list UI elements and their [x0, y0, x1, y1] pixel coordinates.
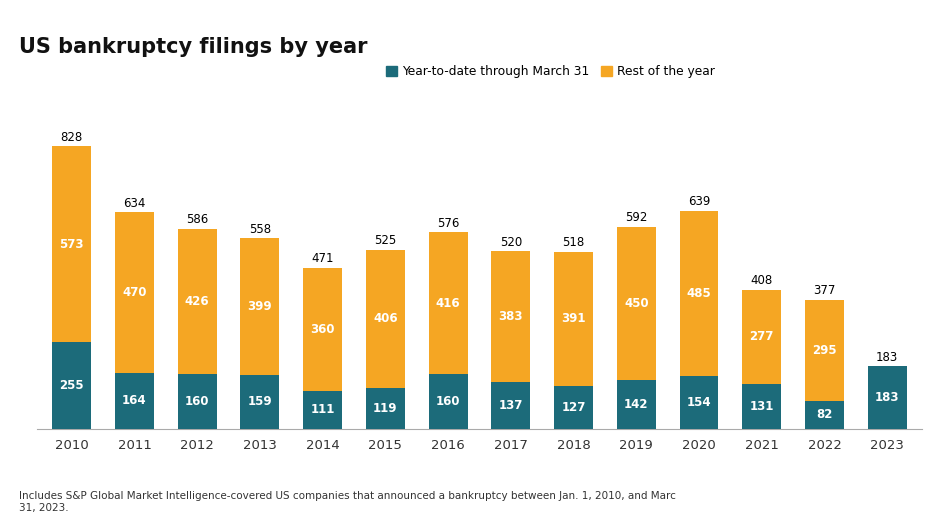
Text: 183: 183 [876, 350, 898, 363]
Bar [492, 252, 531, 382]
Bar [680, 211, 719, 376]
Text: 183: 183 [875, 391, 899, 404]
Bar [178, 229, 217, 374]
Bar [554, 385, 593, 429]
Bar [52, 146, 91, 342]
Text: 576: 576 [437, 217, 459, 230]
Text: 639: 639 [688, 195, 710, 208]
Text: 360: 360 [310, 323, 335, 336]
Text: 160: 160 [436, 395, 460, 408]
Text: 154: 154 [687, 396, 711, 409]
Text: 142: 142 [624, 398, 649, 411]
Text: 295: 295 [812, 344, 837, 357]
Bar [115, 212, 154, 373]
Text: US bankruptcy filings by year: US bankruptcy filings by year [19, 37, 367, 56]
Text: 137: 137 [499, 399, 523, 412]
Text: 471: 471 [311, 253, 334, 265]
Text: 164: 164 [122, 394, 147, 407]
Bar [742, 384, 781, 429]
Text: 634: 634 [123, 197, 145, 210]
Bar [115, 373, 154, 429]
Text: 450: 450 [624, 297, 649, 310]
Text: 558: 558 [249, 223, 271, 236]
Text: 426: 426 [185, 295, 209, 308]
Bar [742, 290, 781, 384]
Text: 383: 383 [499, 310, 523, 323]
Text: 828: 828 [61, 131, 83, 143]
Text: 518: 518 [562, 236, 585, 249]
Text: 391: 391 [561, 312, 586, 325]
Text: 592: 592 [625, 211, 647, 224]
Bar [805, 300, 843, 401]
Text: 277: 277 [749, 331, 774, 344]
Text: 111: 111 [310, 403, 335, 416]
Bar [366, 388, 405, 429]
Bar [868, 367, 907, 429]
Bar [617, 227, 655, 380]
Text: 119: 119 [373, 402, 398, 415]
Text: 573: 573 [60, 237, 84, 251]
Bar [617, 380, 655, 429]
Bar [304, 391, 342, 429]
Bar [428, 232, 467, 374]
Bar [240, 238, 279, 374]
Legend: Year-to-date through March 31, Rest of the year: Year-to-date through March 31, Rest of t… [381, 61, 720, 83]
Text: 470: 470 [122, 286, 147, 299]
Bar [492, 382, 531, 429]
Bar [366, 249, 405, 388]
Text: 127: 127 [561, 401, 586, 414]
Bar [554, 252, 593, 385]
Bar [428, 374, 467, 429]
Text: 399: 399 [248, 300, 272, 313]
Text: 586: 586 [186, 213, 209, 226]
Text: 82: 82 [816, 408, 832, 422]
Text: 159: 159 [248, 395, 272, 408]
Text: 406: 406 [373, 312, 398, 325]
Text: 485: 485 [687, 287, 711, 300]
Text: 520: 520 [500, 236, 522, 248]
Text: 525: 525 [374, 234, 397, 247]
Bar [680, 376, 719, 429]
Bar [805, 401, 843, 429]
Bar [240, 374, 279, 429]
Text: 416: 416 [436, 297, 461, 310]
Bar [178, 374, 217, 429]
Text: 131: 131 [749, 400, 774, 413]
Bar [52, 342, 91, 429]
Text: 377: 377 [814, 285, 836, 298]
Text: 160: 160 [185, 395, 209, 408]
Text: 255: 255 [60, 379, 84, 392]
Bar [304, 268, 342, 391]
Text: Includes S&P Global Market Intelligence-covered US companies that announced a ba: Includes S&P Global Market Intelligence-… [19, 491, 676, 513]
Text: 408: 408 [750, 274, 773, 287]
